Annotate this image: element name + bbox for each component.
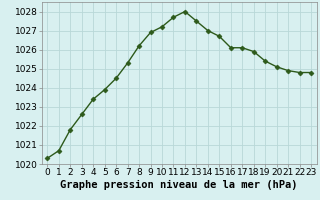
X-axis label: Graphe pression niveau de la mer (hPa): Graphe pression niveau de la mer (hPa)	[60, 180, 298, 190]
